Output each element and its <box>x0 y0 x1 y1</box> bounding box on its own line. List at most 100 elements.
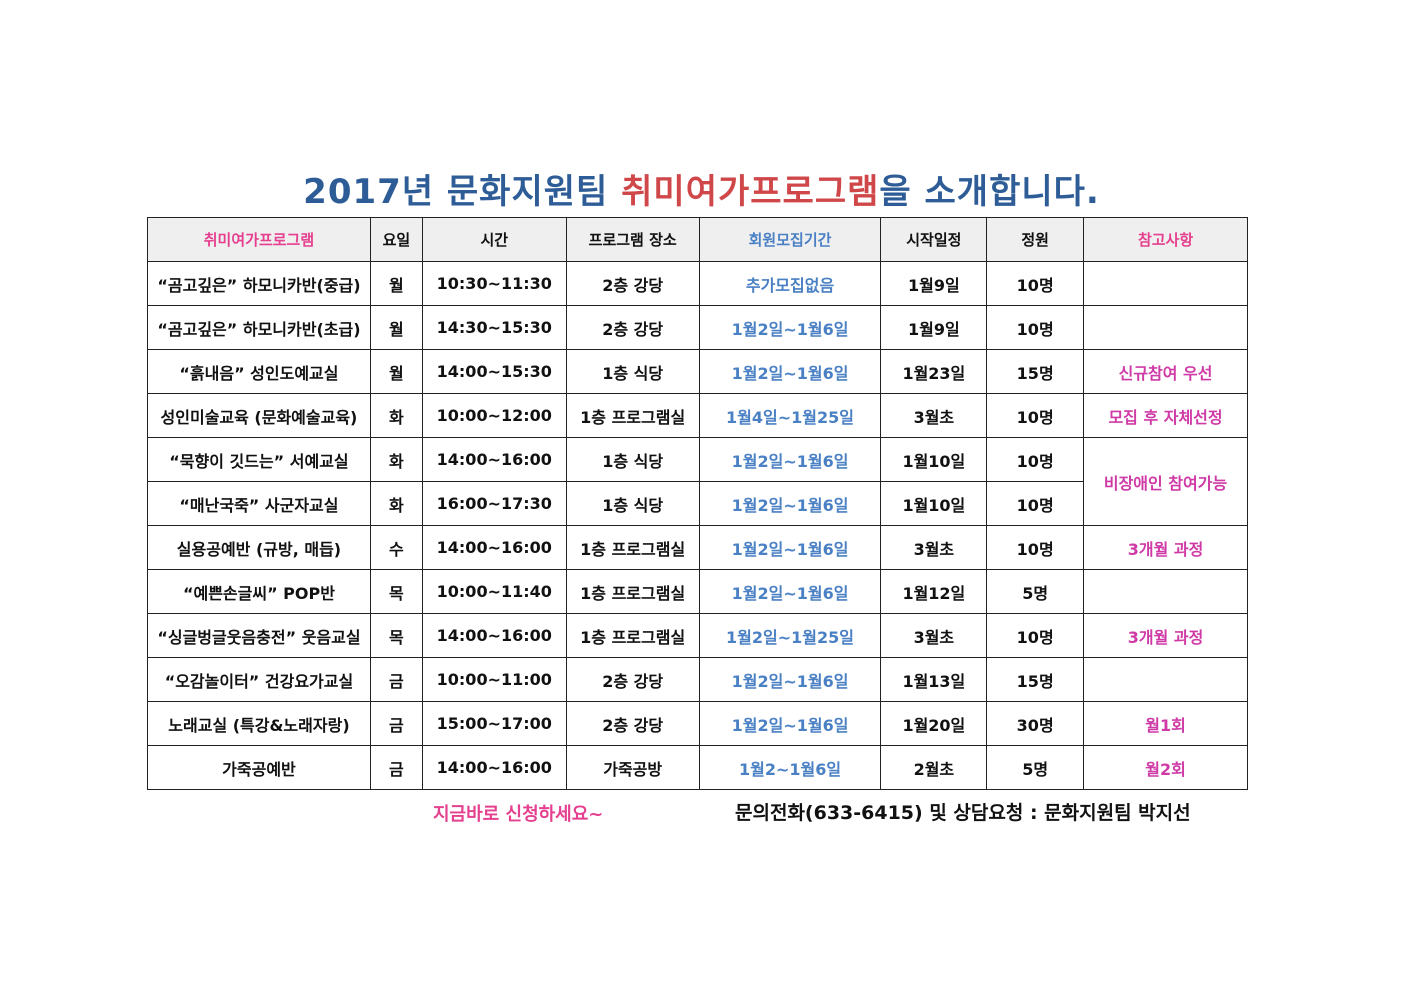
cell-note <box>1083 657 1248 702</box>
table-row: “곰고깊은” 하모니카반(중급) 월 10:30~11:30 2층 강당 추가모집없음 1… <box>147 261 1248 306</box>
column-header: 시작일정 <box>880 217 988 262</box>
cell-program: “흙내음” 성인도예교실 <box>147 349 371 394</box>
cell-capacity: 5명 <box>986 745 1085 790</box>
cell-place: 1층 식당 <box>565 349 700 394</box>
cell-place: 1층 프로그램실 <box>565 613 700 658</box>
cell-capacity: 15명 <box>986 349 1085 394</box>
column-header: 프로그램 장소 <box>565 217 700 262</box>
cell-program: “매난국죽” 사군자교실 <box>147 481 371 526</box>
cell-place: 1층 프로그램실 <box>565 525 700 570</box>
cell-time: 10:30~11:30 <box>421 261 567 306</box>
cell-start: 1월9일 <box>880 305 988 350</box>
column-header: 요일 <box>369 217 423 262</box>
cell-capacity: 10명 <box>986 437 1085 482</box>
cell-time: 10:00~11:00 <box>421 657 567 702</box>
cell-recruit: 1월2일~1월6일 <box>698 305 882 350</box>
cell-time: 14:00~16:00 <box>421 525 567 570</box>
cell-note: 3개월 과정 <box>1083 525 1248 570</box>
table-row: “매난국죽” 사군자교실 화 16:00~17:30 1층 식당 1월2일~1월6일 1월… <box>147 481 1248 526</box>
cell-program: “싱글벙글웃음충전” 웃음교실 <box>147 613 371 658</box>
cell-note <box>1083 261 1248 306</box>
cell-place: 1층 식당 <box>565 481 700 526</box>
column-header: 참고사항 <box>1083 217 1248 262</box>
cell-recruit: 1월2일~1월25일 <box>698 613 882 658</box>
cell-place: 1층 프로그램실 <box>565 393 700 438</box>
cell-place: 2층 강당 <box>565 305 700 350</box>
title-highlight: 취미여가프로그램 <box>621 172 880 212</box>
cell-time: 14:00~16:00 <box>421 745 567 790</box>
table-row: 성인미술교육 (문화예술교육) 화 10:00~12:00 1층 프로그램실 1월4일~… <box>147 393 1248 438</box>
cell-capacity: 10명 <box>986 261 1085 306</box>
cell-start: 1월12일 <box>880 569 988 614</box>
cell-note <box>1083 305 1248 350</box>
cell-note <box>1083 569 1248 614</box>
cell-day: 화 <box>369 393 423 438</box>
cell-place: 2층 강당 <box>565 657 700 702</box>
cell-day: 월 <box>369 349 423 394</box>
column-header: 정원 <box>986 217 1085 262</box>
cell-recruit: 1월2~1월6일 <box>698 745 882 790</box>
cell-place: 가죽공방 <box>565 745 700 790</box>
table-row: “곰고깊은” 하모니카반(초급) 월 14:30~15:30 2층 강당 1월2일~1월… <box>147 305 1248 350</box>
table-row: “싱글벙글웃음충전” 웃음교실 목 14:00~16:00 1층 프로그램실 1월2일~… <box>147 613 1248 658</box>
table-row: 가죽공예반 금 14:00~16:00 가죽공방 1월2~1월6일 2월초 5명 월2회 <box>147 745 1248 790</box>
cell-start: 3월초 <box>880 613 988 658</box>
column-header: 시간 <box>421 217 567 262</box>
cell-program: “곰고깊은” 하모니카반(초급) <box>147 305 371 350</box>
table-row: 노래교실 (특강&노래자랑) 금 15:00~17:00 2층 강당 1월2일~1월6일… <box>147 701 1248 746</box>
cell-note: 3개월 과정 <box>1083 613 1248 658</box>
cell-recruit: 1월2일~1월6일 <box>698 569 882 614</box>
cell-program: “예쁜손글씨” POP반 <box>147 569 371 614</box>
cell-start: 1월23일 <box>880 349 988 394</box>
cell-capacity: 30명 <box>986 701 1085 746</box>
cell-time: 14:00~15:30 <box>421 349 567 394</box>
title-suffix: 을 소개합니다. <box>879 172 1100 212</box>
table-row: “오감놀이터” 건강요가교실 금 10:00~11:00 2층 강당 1월2일~1월6일… <box>147 657 1248 702</box>
cell-note: 모집 후 자체선정 <box>1083 393 1248 438</box>
cell-program: 실용공예반 (규방, 매듭) <box>147 525 371 570</box>
cell-start: 1월9일 <box>880 261 988 306</box>
cell-program: “곰고깊은” 하모니카반(중급) <box>147 261 371 306</box>
cell-day: 금 <box>369 745 423 790</box>
cell-day: 목 <box>369 569 423 614</box>
cell-program: 가죽공예반 <box>147 745 371 790</box>
cell-program: 성인미술교육 (문화예술교육) <box>147 393 371 438</box>
column-header: 취미여가프로그램 <box>147 217 371 262</box>
cell-note: 월2회 <box>1083 745 1248 790</box>
cell-day: 월 <box>369 261 423 306</box>
cell-recruit: 1월2일~1월6일 <box>698 437 882 482</box>
cell-place: 1층 프로그램실 <box>565 569 700 614</box>
cell-capacity: 10명 <box>986 305 1085 350</box>
cell-start: 2월초 <box>880 745 988 790</box>
cell-start: 3월초 <box>880 525 988 570</box>
cell-day: 월 <box>369 305 423 350</box>
table-row: “흙내음” 성인도예교실 월 14:00~15:30 1층 식당 1월2일~1월6일 1월… <box>147 349 1248 394</box>
cell-start: 1월20일 <box>880 701 988 746</box>
table-row: 실용공예반 (규방, 매듭) 수 14:00~16:00 1층 프로그램실 1월2일~1… <box>147 525 1248 570</box>
cell-time: 14:00~16:00 <box>421 437 567 482</box>
cell-time: 14:30~15:30 <box>421 305 567 350</box>
program-table: 취미여가프로그램 요일 시간 프로그램 장소 회원모집기간 시작일정 정원 참고사항 “곰고깊… <box>147 217 1248 790</box>
contact-info: 문의전화(633-6415) 및 상담요청 : 문화지원팀 박지선 <box>735 802 1191 824</box>
page-title: 2017년 문화지원팀 취미여가프로그램을 소개합니다. <box>0 164 1403 213</box>
cell-note: 월1회 <box>1083 701 1248 746</box>
cell-start: 3월초 <box>880 393 988 438</box>
cell-time: 10:00~12:00 <box>421 393 567 438</box>
table-row: “묵향이 깃드는” 서예교실 화 14:00~16:00 1층 식당 1월2일~1월6일… <box>147 437 1248 526</box>
cell-day: 수 <box>369 525 423 570</box>
cell-start: 1월10일 <box>880 481 988 526</box>
cell-capacity: 10명 <box>986 525 1085 570</box>
cell-place: 2층 강당 <box>565 261 700 306</box>
cell-program: “오감놀이터” 건강요가교실 <box>147 657 371 702</box>
column-header: 회원모집기간 <box>698 217 882 262</box>
cell-capacity: 10명 <box>986 481 1085 526</box>
cell-day: 목 <box>369 613 423 658</box>
cell-capacity: 10명 <box>986 613 1085 658</box>
cell-recruit: 1월2일~1월6일 <box>698 349 882 394</box>
cell-time: 14:00~16:00 <box>421 613 567 658</box>
cell-recruit: 1월4일~1월25일 <box>698 393 882 438</box>
cell-capacity: 15명 <box>986 657 1085 702</box>
cell-recruit: 1월2일~1월6일 <box>698 525 882 570</box>
cell-time: 16:00~17:30 <box>421 481 567 526</box>
cell-day: 금 <box>369 657 423 702</box>
